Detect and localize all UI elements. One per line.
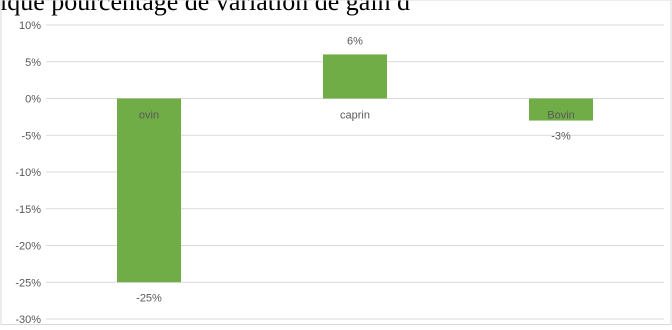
y-tick-label: -20% bbox=[15, 241, 41, 253]
data-label: -3% bbox=[551, 131, 571, 143]
y-tick-label: -25% bbox=[15, 277, 41, 289]
bar-bovin bbox=[529, 98, 593, 121]
bars bbox=[117, 54, 593, 283]
category-label: Bovin bbox=[547, 110, 575, 122]
y-tick-label: -30% bbox=[15, 314, 41, 325]
y-tick-label: 5% bbox=[25, 57, 41, 69]
bar-ovin bbox=[117, 98, 181, 283]
bar-caprin bbox=[323, 54, 387, 99]
y-tick-label: -10% bbox=[15, 167, 41, 179]
category-label: caprin bbox=[340, 110, 370, 122]
data-label: 6% bbox=[347, 35, 363, 47]
labels: ovin -25% caprin 6% Bovin -3% bbox=[136, 35, 575, 304]
y-tick-label: -5% bbox=[21, 130, 41, 142]
y-axis: 10% 5% 0% -5% -10% -15% -20% -25% -30% bbox=[15, 20, 41, 326]
y-tick-label: 0% bbox=[25, 94, 41, 106]
partial-header-text: lque pourcentage de variation de gain d bbox=[0, 0, 411, 16]
data-label: -25% bbox=[136, 292, 162, 304]
y-tick-label: 10% bbox=[19, 20, 41, 32]
y-tick-label: -15% bbox=[15, 204, 41, 216]
category-label: ovin bbox=[139, 110, 159, 122]
